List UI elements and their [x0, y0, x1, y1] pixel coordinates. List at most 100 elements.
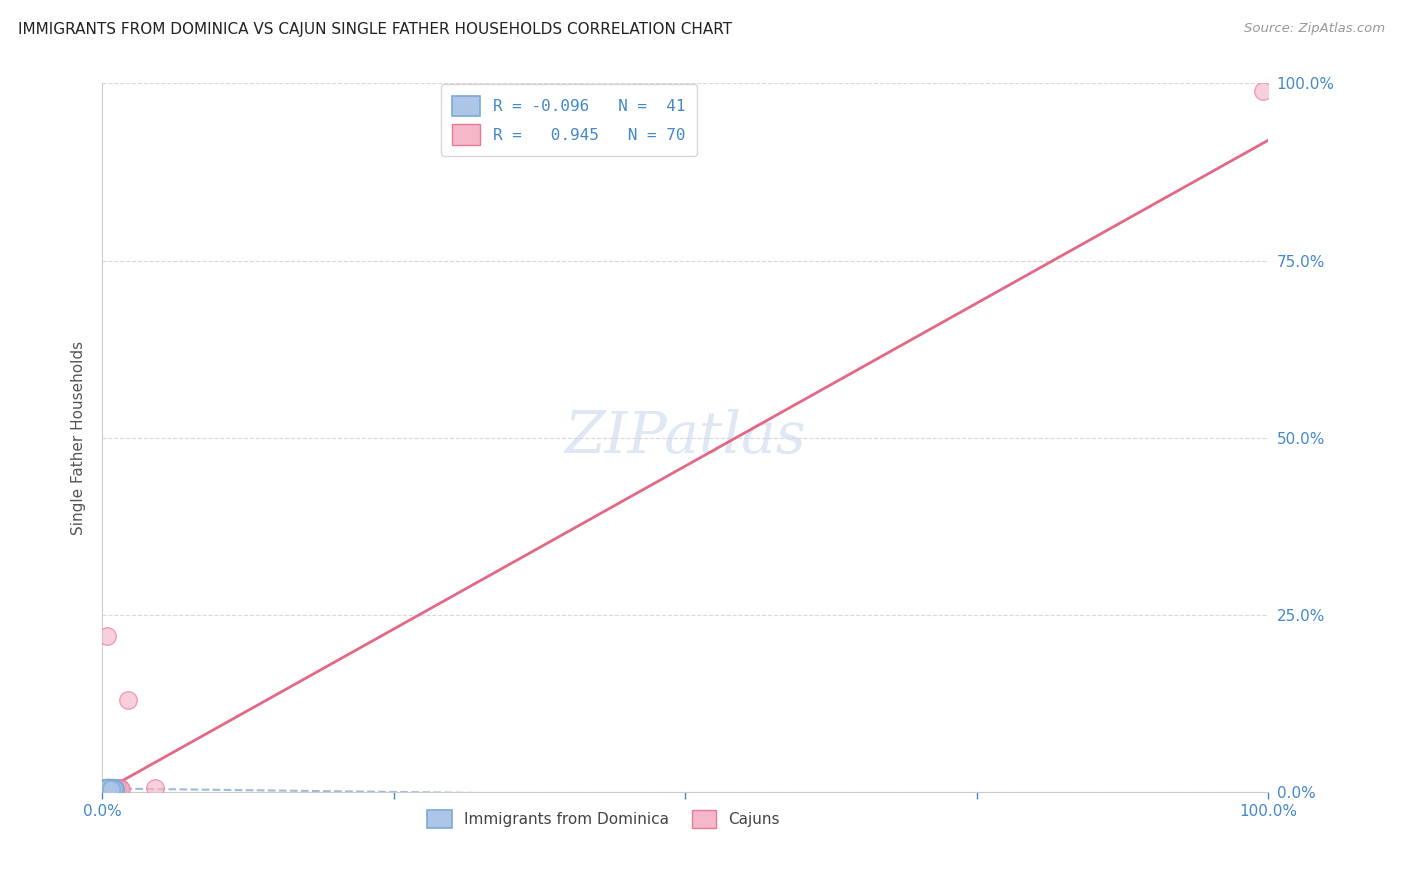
Point — [103, 781, 125, 796]
Point — [103, 782, 125, 797]
Point — [100, 782, 122, 797]
Point — [1251, 83, 1274, 97]
Point — [94, 782, 117, 797]
Point — [93, 782, 115, 797]
Point — [104, 782, 127, 797]
Point — [104, 782, 127, 797]
Point — [104, 782, 127, 797]
Point — [97, 782, 120, 797]
Point — [98, 781, 121, 796]
Point — [94, 781, 117, 796]
Point — [105, 782, 128, 797]
Point — [96, 781, 118, 796]
Point — [101, 783, 124, 797]
Point — [97, 782, 120, 797]
Point — [100, 782, 122, 797]
Point — [93, 783, 115, 797]
Point — [96, 782, 118, 797]
Point — [100, 782, 122, 797]
Point — [97, 782, 120, 797]
Point — [101, 782, 124, 797]
Point — [101, 780, 124, 795]
Point — [117, 693, 139, 707]
Point — [96, 782, 118, 797]
Point — [93, 782, 115, 797]
Point — [107, 782, 129, 797]
Point — [101, 781, 124, 796]
Point — [96, 782, 118, 797]
Point — [100, 782, 122, 797]
Point — [108, 780, 131, 795]
Point — [98, 780, 121, 795]
Legend: Immigrants from Dominica, Cajuns: Immigrants from Dominica, Cajuns — [422, 804, 786, 834]
Point — [104, 782, 127, 797]
Point — [94, 781, 117, 796]
Point — [96, 782, 118, 797]
Point — [105, 781, 128, 796]
Point — [108, 780, 131, 795]
Point — [97, 781, 120, 796]
Point — [143, 781, 166, 796]
Point — [107, 782, 129, 797]
Point — [105, 781, 128, 796]
Point — [104, 782, 127, 797]
Point — [96, 782, 118, 797]
Point — [98, 781, 121, 796]
Point — [96, 780, 118, 795]
Point — [98, 780, 121, 795]
Point — [101, 780, 124, 795]
Point — [101, 780, 124, 795]
Text: ZIPatlas: ZIPatlas — [564, 409, 806, 466]
Point — [103, 782, 125, 797]
Point — [93, 782, 115, 797]
Point — [103, 781, 125, 796]
Point — [100, 781, 122, 796]
Point — [94, 783, 117, 797]
Point — [105, 782, 128, 797]
Point — [101, 780, 124, 795]
Text: IMMIGRANTS FROM DOMINICA VS CAJUN SINGLE FATHER HOUSEHOLDS CORRELATION CHART: IMMIGRANTS FROM DOMINICA VS CAJUN SINGLE… — [18, 22, 733, 37]
Point — [96, 781, 118, 796]
Point — [98, 781, 121, 796]
Point — [100, 780, 122, 795]
Point — [100, 782, 122, 797]
Point — [98, 781, 121, 796]
Point — [98, 780, 121, 795]
Point — [96, 781, 118, 796]
Point — [105, 782, 128, 797]
Point — [97, 782, 120, 797]
Point — [96, 629, 118, 643]
Point — [98, 782, 121, 797]
Point — [94, 781, 117, 796]
Point — [93, 783, 115, 797]
Point — [103, 781, 125, 796]
Point — [94, 782, 117, 797]
Point — [104, 781, 127, 796]
Point — [96, 781, 118, 796]
Point — [100, 780, 122, 795]
Point — [98, 782, 121, 797]
Point — [97, 781, 120, 796]
Point — [98, 782, 121, 797]
Point — [100, 781, 122, 796]
Point — [100, 782, 122, 797]
Point — [96, 780, 118, 795]
Point — [97, 780, 120, 795]
Point — [103, 782, 125, 797]
Point — [96, 780, 118, 795]
Point — [96, 783, 118, 797]
Point — [97, 782, 120, 797]
Point — [97, 782, 120, 797]
Point — [105, 781, 128, 796]
Point — [103, 780, 125, 795]
Point — [96, 782, 118, 797]
Point — [101, 782, 124, 797]
Point — [100, 781, 122, 796]
Point — [97, 781, 120, 796]
Point — [100, 781, 122, 796]
Point — [100, 782, 122, 797]
Point — [105, 781, 128, 796]
Point — [93, 781, 115, 796]
Point — [98, 781, 121, 796]
Point — [94, 780, 117, 795]
